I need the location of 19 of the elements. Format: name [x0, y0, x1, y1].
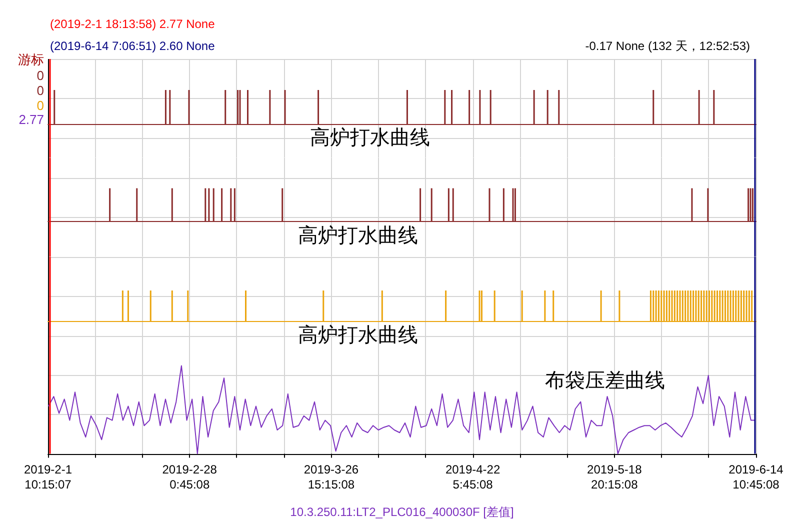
x-tick-label: 2019-6-14 10:45:08: [728, 462, 784, 492]
chart-title: 布袋压差曲线: [545, 370, 665, 392]
text: 2.77: [18, 112, 44, 127]
x-axis-title: 10.3.250.11:LT2_PLC016_400030F [差值]: [290, 505, 514, 519]
text: 高炉打水曲线: [298, 323, 418, 346]
text: 游标: [18, 52, 44, 67]
text: 高炉打水曲线: [310, 126, 430, 149]
text: 0: [36, 68, 44, 83]
text: 高炉打水曲线: [298, 224, 418, 247]
x-tick-label: 2019-2-1 10:15:07: [24, 462, 72, 492]
text: 0: [36, 98, 44, 113]
text: -0.17 None (132 天，12:52:53): [585, 39, 750, 53]
x-tick-label: 2019-4-22 5:45:08: [445, 462, 500, 492]
x-tick-label: 2019-3-26 15:15:08: [304, 462, 359, 492]
x-tick-label: 2019-5-18 20:15:08: [587, 462, 642, 492]
text: (2019-2-1 18:13:58) 2.77 None: [50, 17, 215, 31]
text: (2019-6-14 7:06:51) 2.60 None: [50, 39, 215, 53]
x-tick-label: 2019-2-28 0:45:08: [162, 462, 218, 492]
text: 0: [36, 83, 44, 98]
